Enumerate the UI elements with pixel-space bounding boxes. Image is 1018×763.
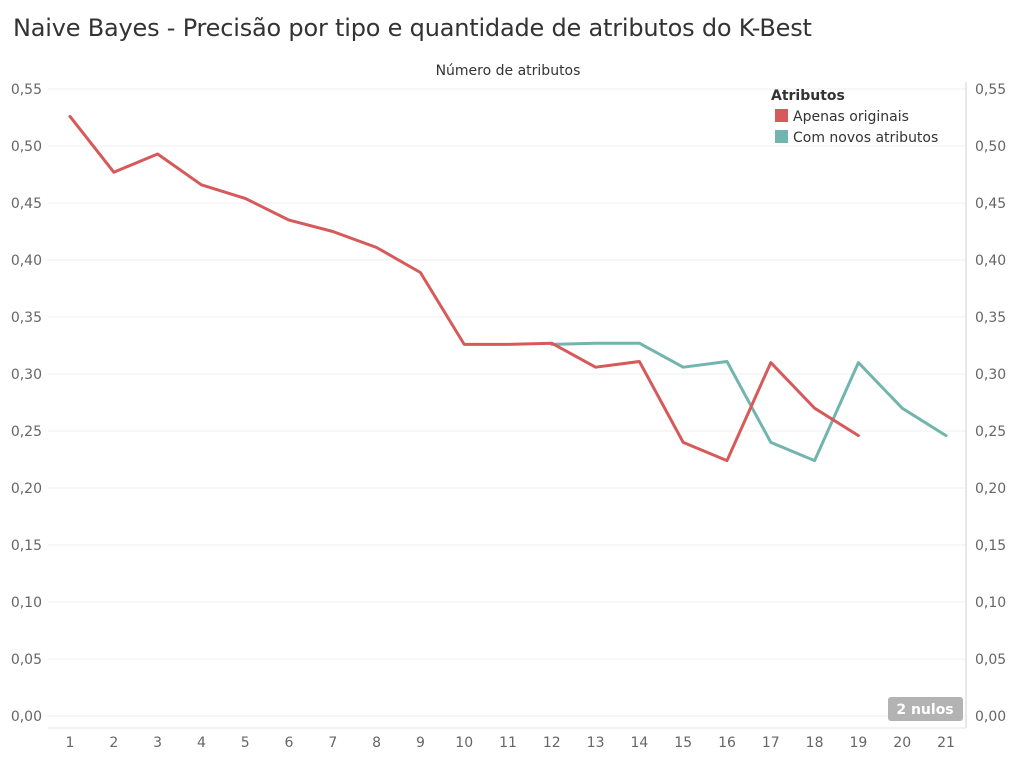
x-tick-label: 5	[241, 735, 250, 751]
x-tick-label: 1	[66, 735, 75, 751]
y-tick-label-left: 0,15	[11, 538, 42, 554]
y-tick-label-right: 0,40	[975, 253, 1006, 269]
null-indicator[interactable]: 2 nulos	[888, 697, 963, 721]
y-tick-label-right: 0,25	[975, 424, 1006, 440]
y-tick-label-left: 0,00	[11, 709, 42, 725]
y-tick-label-right: 0,05	[975, 652, 1006, 668]
x-tick-label: 10	[455, 735, 473, 751]
x-tick-label: 18	[806, 735, 824, 751]
null-indicator-text: 2 nulos	[896, 702, 953, 718]
y-tick-label-right: 0,50	[975, 139, 1006, 155]
y-tick-label-left: 0,45	[11, 196, 42, 212]
series-line-com-novos-atributos[interactable]	[550, 341, 948, 463]
y-tick-label-left: 0,55	[11, 82, 42, 98]
legend-swatch-com-novos-atributos	[775, 130, 788, 143]
x-tick-label: 19	[849, 735, 867, 751]
chart-title: Naive Bayes - Precisão por tipo e quanti…	[13, 14, 812, 42]
y-axis-left: 0,00 0,05 0,10 0,15 0,20 0,25 0,30 0,35 0,40 0,45…	[11, 82, 42, 725]
y-axis-right: 0,00 0,05 0,10 0,15 0,20 0,25 0,30 0,35 0,40 0,45…	[975, 82, 1006, 725]
x-tick-label: 3	[153, 735, 162, 751]
x-axis: 1 2 3 4 5 6 7 8 9 10 11 12 13 14 15 16 17 18 19 20 21	[66, 735, 955, 751]
x-tick-label: 11	[499, 735, 517, 751]
y-tick-label-left: 0,25	[11, 424, 42, 440]
legend-swatch-apenas-originais	[775, 109, 788, 122]
y-tick-label-right: 0,55	[975, 82, 1006, 98]
x-tick-label: 4	[197, 735, 206, 751]
x-tick-label: 20	[893, 735, 911, 751]
y-tick-label-right: 0,15	[975, 538, 1006, 554]
legend[interactable]: Atributos Apenas originais Com novos atr…	[771, 88, 938, 146]
y-tick-label-left: 0,20	[11, 481, 42, 497]
x-tick-label: 6	[285, 735, 294, 751]
x-tick-label: 21	[937, 735, 955, 751]
y-tick-label-right: 0,20	[975, 481, 1006, 497]
y-tick-label-right: 0,30	[975, 367, 1006, 383]
y-tick-label-right: 0,10	[975, 595, 1006, 611]
y-tick-label-left: 0,50	[11, 139, 42, 155]
y-tick-label-right: 0,35	[975, 310, 1006, 326]
x-tick-label: 8	[372, 735, 381, 751]
x-tick-label: 15	[674, 735, 692, 751]
x-tick-label: 7	[328, 735, 337, 751]
y-tick-label-left: 0,40	[11, 253, 42, 269]
series-line-apenas-originais[interactable]	[68, 114, 860, 463]
y-tick-label-left: 0,10	[11, 595, 42, 611]
legend-title: Atributos	[771, 88, 845, 104]
legend-label-apenas-originais: Apenas originais	[793, 109, 909, 125]
x-tick-label: 17	[762, 735, 780, 751]
series-lines	[68, 114, 948, 463]
y-tick-label-right: 0,00	[975, 709, 1006, 725]
y-tick-label-left: 0,05	[11, 652, 42, 668]
gridlines	[48, 88, 966, 717]
y-tick-label-left: 0,35	[11, 310, 42, 326]
x-tick-label: 13	[587, 735, 605, 751]
y-tick-label-left: 0,30	[11, 367, 42, 383]
x-tick-label: 12	[543, 735, 561, 751]
x-axis-header: Número de atributos	[436, 63, 581, 79]
null-indicator-badge	[888, 697, 963, 721]
x-tick-label: 9	[416, 735, 425, 751]
x-tick-label: 2	[109, 735, 118, 751]
legend-label-com-novos-atributos: Com novos atributos	[793, 130, 938, 146]
x-tick-label: 14	[630, 735, 648, 751]
x-tick-label: 16	[718, 735, 736, 751]
y-tick-label-right: 0,45	[975, 196, 1006, 212]
